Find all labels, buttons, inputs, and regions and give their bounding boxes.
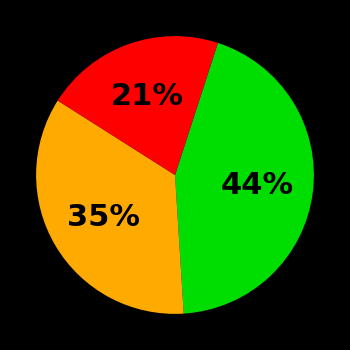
Text: 35%: 35% bbox=[67, 203, 140, 232]
Text: 21%: 21% bbox=[110, 82, 183, 111]
Wedge shape bbox=[58, 36, 218, 175]
Text: 44%: 44% bbox=[221, 171, 294, 200]
Wedge shape bbox=[36, 100, 184, 314]
Wedge shape bbox=[175, 43, 314, 314]
